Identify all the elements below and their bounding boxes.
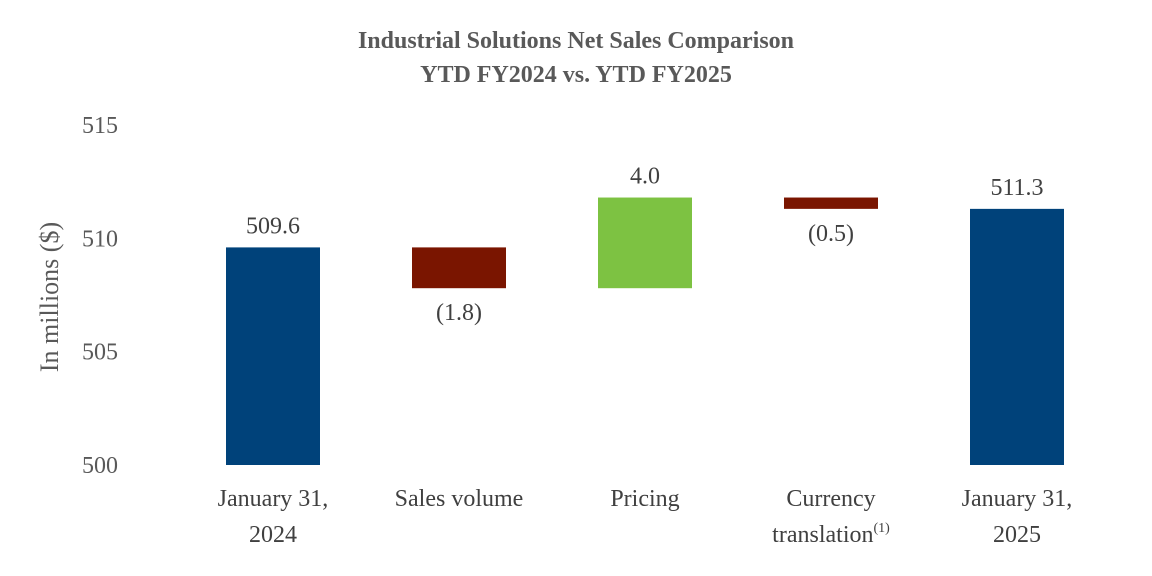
bar-total <box>970 208 1064 465</box>
category-label: January 31, <box>962 486 1073 512</box>
data-label: 4.0 <box>630 164 660 190</box>
category-label: 2025 <box>993 522 1041 548</box>
data-label: (1.8) <box>436 300 482 326</box>
bar-total <box>226 247 320 465</box>
category-label: translation(1) <box>772 521 890 548</box>
category-label: January 31, <box>218 486 329 512</box>
data-label: 509.6 <box>246 213 300 239</box>
y-axis-ticks: 500 505 510 515 <box>82 113 118 479</box>
y-tick-label: 515 <box>82 113 118 139</box>
category-label: Sales volume <box>395 486 524 512</box>
chart-title: Industrial Solutions Net Sales Compariso… <box>358 28 794 54</box>
chart-subtitle: YTD FY2024 vs. YTD FY2025 <box>420 62 732 88</box>
y-tick-label: 510 <box>82 226 118 252</box>
footnote-marker: (1) <box>873 521 890 536</box>
category-label: Pricing <box>610 486 679 512</box>
bar-increase <box>598 197 692 289</box>
category-label: 2024 <box>249 522 297 548</box>
category-label: Currency <box>786 486 875 512</box>
bar-decrease <box>412 247 506 289</box>
bars <box>226 197 1064 465</box>
y-axis-label: In millions ($) <box>35 222 64 372</box>
category-labels: January 31, 2024 Sales volume Pricing Curren… <box>218 486 1073 548</box>
y-tick-label: 500 <box>82 453 118 479</box>
data-label: (0.5) <box>808 221 854 247</box>
bar-decrease <box>784 197 878 209</box>
y-tick-label: 505 <box>82 340 118 366</box>
data-label: 511.3 <box>990 175 1043 201</box>
data-labels: 509.6 (1.8) 4.0 (0.5) 511.3 <box>246 164 1044 327</box>
